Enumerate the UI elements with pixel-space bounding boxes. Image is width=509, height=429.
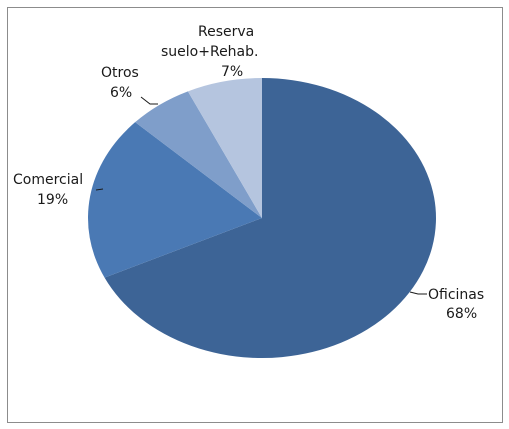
slice-value-reserva: 7% bbox=[221, 64, 243, 80]
pie-slice-comercial bbox=[87, 122, 262, 278]
pie-slice-reserva bbox=[187, 78, 262, 218]
slice-label-comercial: Comercial bbox=[13, 172, 83, 188]
slice-label-reserva-line2: suelo+Rehab. bbox=[161, 44, 258, 60]
slice-label-otros: Otros bbox=[101, 65, 139, 81]
leader-line-otros bbox=[140, 96, 158, 105]
slice-label-reserva-line1: Reserva bbox=[198, 24, 254, 40]
leader-lines bbox=[95, 96, 427, 295]
slice-value-comercial: 19% bbox=[37, 192, 68, 208]
slice-value-otros: 6% bbox=[110, 85, 132, 101]
leader-line-oficinas bbox=[409, 291, 427, 295]
pie-slice-otros bbox=[135, 91, 262, 218]
pie-slices bbox=[87, 78, 436, 358]
slice-value-oficinas: 68% bbox=[446, 306, 477, 322]
slice-label-oficinas: Oficinas bbox=[428, 287, 484, 303]
pie-slice-oficinas bbox=[104, 78, 436, 358]
leader-line-comercial bbox=[95, 188, 104, 191]
